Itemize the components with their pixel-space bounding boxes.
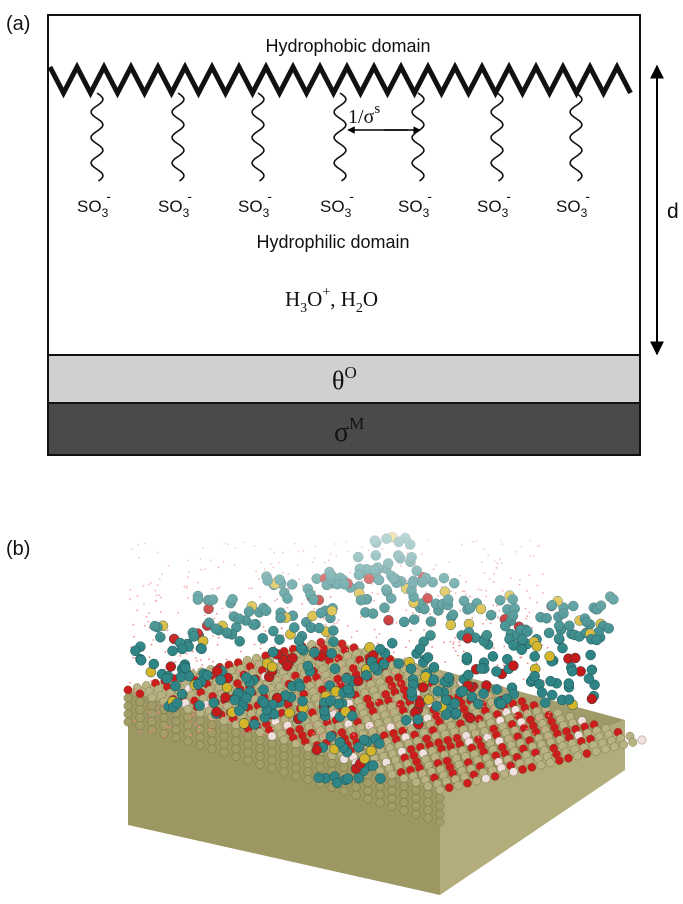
spacing-base: 1/σ bbox=[348, 106, 375, 128]
sulfonate-sub: 3 bbox=[423, 206, 430, 220]
sulfonate-base: SO bbox=[158, 197, 183, 216]
sulfonate-sup: - bbox=[106, 188, 111, 204]
sulfonate-sub: 3 bbox=[263, 206, 270, 220]
sulfonate-base: SO bbox=[556, 197, 581, 216]
species-part: 3 bbox=[300, 301, 307, 316]
species-part: H bbox=[285, 287, 300, 311]
sulfonate-sup: - bbox=[585, 188, 590, 204]
species-part: O bbox=[307, 287, 322, 311]
hydrophobic-label: Hydrophobic domain bbox=[265, 36, 430, 56]
panel-label: (b) bbox=[6, 538, 30, 560]
sulfonate-sup: - bbox=[187, 188, 192, 204]
fog bbox=[100, 530, 660, 830]
species-part: + bbox=[322, 285, 330, 300]
sulfonate-sub: 3 bbox=[581, 206, 588, 220]
figure: (a) Hydrophobic domain SO3-SO3-SO3-SO3-S… bbox=[0, 0, 683, 899]
metal-sup: M bbox=[349, 414, 364, 433]
oxide-sup: O bbox=[344, 363, 356, 382]
metal-base: σ bbox=[334, 417, 349, 448]
panel-label: (a) bbox=[6, 13, 30, 35]
sulfonate-sub: 3 bbox=[502, 206, 509, 220]
hydrophilic-label: Hydrophilic domain bbox=[256, 232, 409, 252]
sulfonate-sup: - bbox=[349, 188, 354, 204]
species-part: , H bbox=[330, 287, 356, 311]
sulfonate-sup: - bbox=[267, 188, 272, 204]
sulfonate-base: SO bbox=[398, 197, 423, 216]
sulfonate-base: SO bbox=[477, 197, 502, 216]
species-part: O bbox=[363, 287, 378, 311]
oxide-base: θ bbox=[332, 366, 344, 395]
sulfonate-base: SO bbox=[238, 197, 263, 216]
sulfonate-sup: - bbox=[427, 188, 432, 204]
sulfonate-base: SO bbox=[77, 197, 102, 216]
spacing-sup: s bbox=[374, 101, 380, 117]
sulfonate-sup: - bbox=[506, 188, 511, 204]
sulfonate-base: SO bbox=[320, 197, 345, 216]
species-part: 2 bbox=[356, 301, 363, 316]
sulfonate-sub: 3 bbox=[102, 206, 109, 220]
sulfonate-sub: 3 bbox=[183, 206, 190, 220]
sulfonate-sub: 3 bbox=[345, 206, 352, 220]
thickness-label: d bbox=[667, 200, 679, 223]
